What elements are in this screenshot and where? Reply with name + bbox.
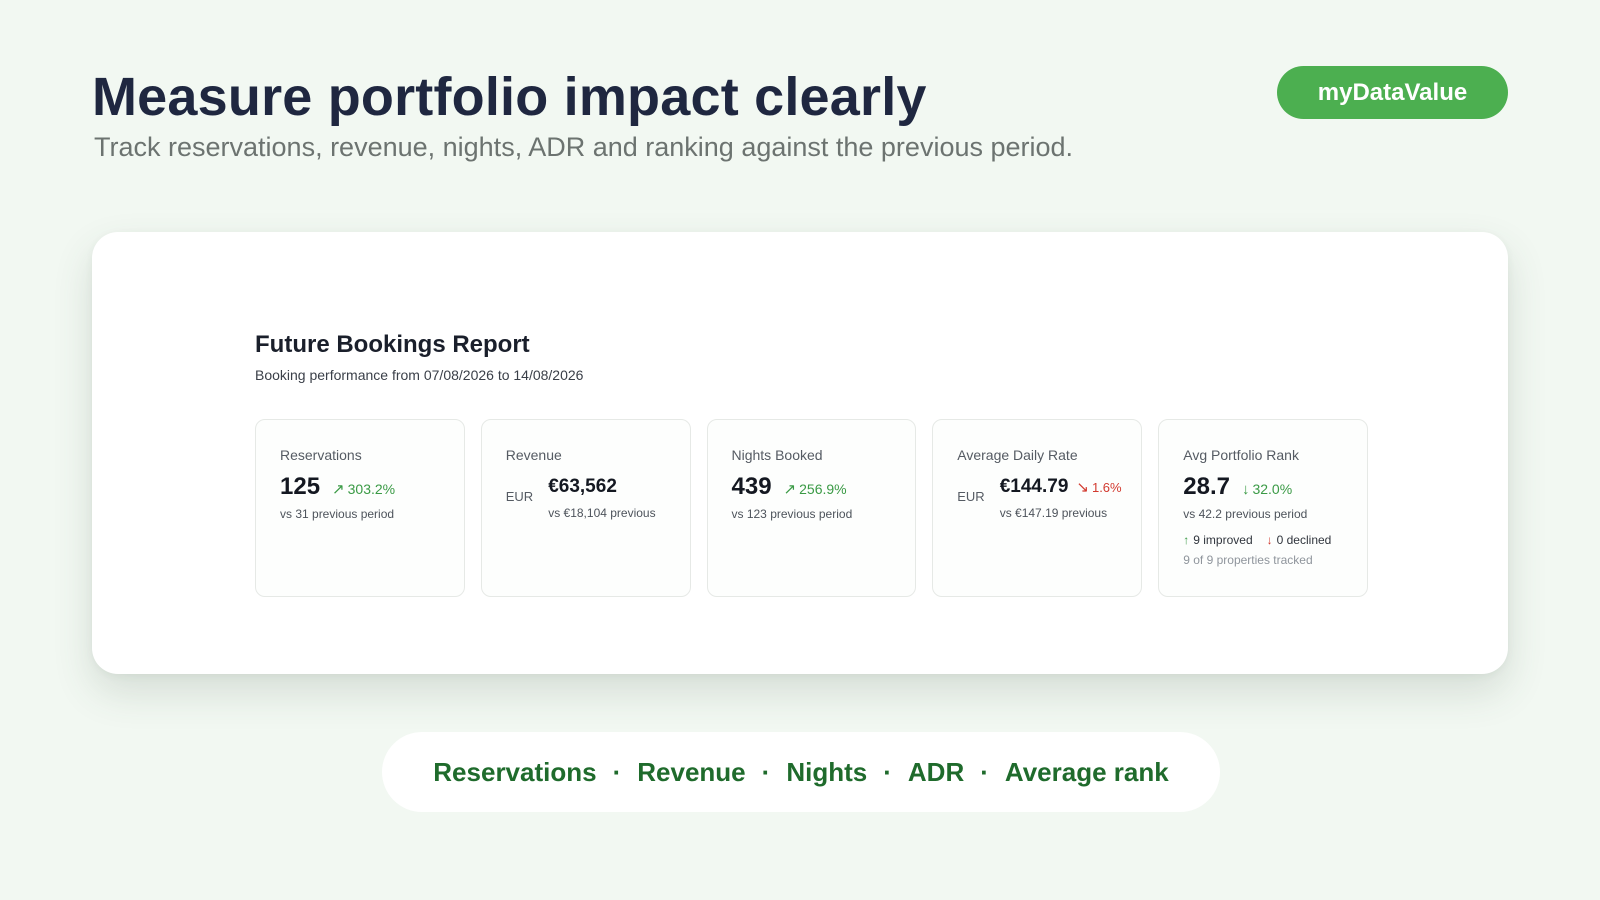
declined-count: ↓ 0 declined [1267, 532, 1332, 548]
report-title: Future Bookings Report [255, 331, 530, 358]
arrow-down-icon: ↓ [1266, 533, 1273, 547]
kpi-value-row: 28.7 ↓ 32.0% [1183, 472, 1343, 502]
kpi-change: ↓ 32.0% [1242, 480, 1292, 499]
kpi-value: 28.7 [1183, 473, 1230, 500]
kpi-value-block: €63,562 vs €18,104 previous [548, 472, 655, 521]
summary-separator: · [761, 756, 771, 787]
arrow-down-icon: ↓ [1241, 481, 1250, 498]
declined-label: 0 declined [1276, 533, 1332, 547]
summary-item-adr: ADR [907, 756, 965, 787]
hero-subline: Track reservations, revenue, nights, ADR… [94, 132, 1074, 162]
kpi-compare: vs 42.2 previous period [1183, 507, 1308, 521]
kpi-value-row: EUR €63,562 vs €18,104 previous [506, 472, 666, 521]
kpi-value: €144.79 [999, 476, 1069, 497]
arrow-up-right-icon: ↗ [332, 481, 345, 498]
summary-item-average-rank: Average rank [1004, 756, 1169, 787]
kpi-label: Revenue [505, 447, 562, 463]
properties-tracked: 9 of 9 properties tracked [1183, 553, 1313, 567]
arrow-up-right-icon: ↗ [783, 481, 797, 498]
kpi-value-row: EUR €144.79 ↘ 1.6% vs €147.19 previous [957, 472, 1121, 521]
kpi-card-rank: Avg Portfolio Rank 28.7 ↓ 32.0% vs 42.2 … [1158, 419, 1368, 597]
improved-label: 9 improved [1193, 533, 1253, 547]
kpi-currency: EUR [505, 489, 534, 504]
kpi-change-value: 32.0% [1252, 481, 1293, 497]
kpi-label: Avg Portfolio Rank [1183, 447, 1299, 463]
kpi-value: €63,562 [548, 476, 617, 497]
kpi-value-row: 439 ↗ 256.9% [732, 472, 892, 502]
report-date-range: Booking performance from 07/08/2026 to 1… [255, 367, 584, 383]
kpi-change-value: 256.9% [799, 481, 847, 497]
kpi-compare: vs 31 previous period [280, 507, 395, 521]
kpi-cards: Reservations 125 ↗ 303.2% vs 31 previous… [255, 419, 1368, 597]
kpi-change-value: 303.2% [347, 481, 396, 497]
summary-item-nights: Nights [786, 756, 868, 787]
hero-headline: Measure portfolio impact clearly [92, 67, 927, 127]
summary-separator: · [883, 756, 892, 787]
kpi-change: ↗ 256.9% [784, 480, 847, 499]
brand-badge: myDataValue [1277, 66, 1508, 119]
kpi-label: Reservations [280, 447, 362, 463]
kpi-value-row: 125 ↗ 303.2% [280, 472, 440, 502]
kpi-compare: vs €18,104 previous [548, 506, 656, 520]
kpi-card-nights: Nights Booked 439 ↗ 256.9% vs 123 previo… [706, 419, 917, 597]
kpi-value-block: €144.79 ↘ 1.6% vs €147.19 previous [1000, 472, 1122, 521]
kpi-card-reservations: Reservations 125 ↗ 303.2% vs 31 previous… [255, 419, 465, 597]
summary-separator: · [612, 756, 622, 787]
summary-separator: · [980, 756, 989, 787]
arrow-up-icon: ↑ [1183, 533, 1190, 547]
arrow-down-right-icon: ↘ [1076, 479, 1089, 496]
kpi-label: Average Daily Rate [957, 447, 1078, 463]
kpi-card-adr: Average Daily Rate EUR €144.79 ↘ 1.6% vs… [932, 419, 1143, 597]
kpi-change-value: 1.6% [1091, 480, 1122, 495]
metrics-summary-pill: Reservations · Revenue · Nights · ADR · … [382, 732, 1220, 812]
kpi-value-line: €144.79 ↘ 1.6% [1000, 472, 1122, 502]
kpi-compare: vs €147.19 previous [999, 506, 1108, 520]
summary-item-revenue: Revenue [637, 756, 746, 787]
kpi-change: ↘ 1.6% [1076, 479, 1121, 497]
kpi-card-revenue: Revenue EUR €63,562 vs €18,104 previous [480, 419, 691, 597]
rank-stats: ↑ 9 improved ↓ 0 declined [1183, 532, 1343, 548]
kpi-change: ↗ 303.2% [332, 480, 395, 499]
kpi-currency: EUR [957, 489, 985, 504]
improved-count: ↑ 9 improved [1183, 532, 1252, 548]
summary-item-reservations: Reservations [433, 756, 597, 787]
kpi-label: Nights Booked [731, 447, 823, 463]
kpi-value: 125 [280, 473, 321, 500]
kpi-value: 439 [731, 473, 772, 500]
kpi-compare: vs 123 previous period [731, 507, 853, 521]
